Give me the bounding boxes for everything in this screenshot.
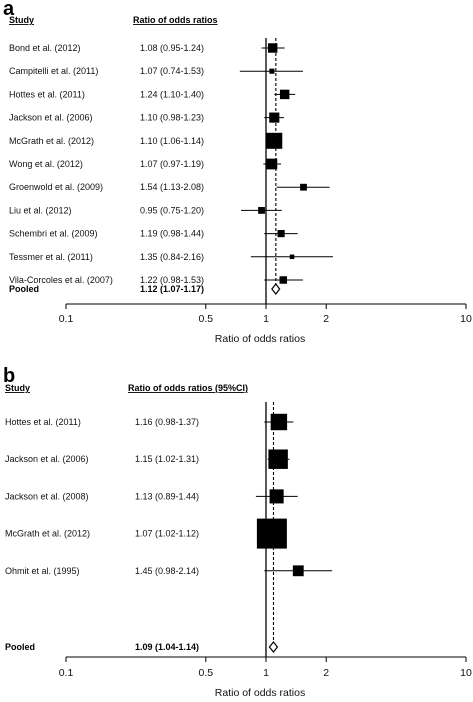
- study-weight-box: [289, 254, 295, 260]
- study-row: Hottes et al. (2011) 1.16 (0.98-1.37): [5, 413, 294, 431]
- x-tick-label: 1: [263, 667, 269, 679]
- study-estimate: 1.35 (0.84-2.16): [140, 252, 204, 262]
- study-estimate: 1.08 (0.95-1.24): [140, 43, 204, 53]
- study-name: Hottes et al. (2011): [9, 89, 85, 99]
- study-name: Liu et al. (2012): [9, 205, 72, 215]
- study-weight-box: [266, 132, 283, 149]
- study-estimate: 1.24 (1.10-1.40): [140, 89, 204, 99]
- study-estimate: 1.45 (0.98-2.14): [135, 566, 199, 576]
- study-row: Jackson et al. (2006) 1.10 (0.98-1.23): [9, 112, 284, 123]
- study-name: Ohmit et al. (1995): [5, 566, 80, 576]
- study-row: Groenwold et al. (2009) 1.54 (1.13-2.08): [9, 182, 330, 192]
- pooled-row: Pooled 1.09 (1.04-1.14): [5, 641, 279, 653]
- header-study: Study: [5, 383, 30, 393]
- study-weight-box: [279, 276, 288, 284]
- x-axis-label: Ratio of odds ratios: [215, 333, 305, 345]
- x-tick-label: 0.5: [198, 313, 213, 325]
- pooled-estimate: 1.09 (1.04-1.14): [135, 642, 199, 652]
- header-estimate: Ratio of odds ratios: [133, 15, 218, 25]
- study-name: Groenwold et al. (2009): [9, 182, 103, 192]
- study-estimate: 1.13 (0.89-1.44): [135, 491, 199, 501]
- study-row: Wong et al. (2012) 1.07 (0.97-1.19): [9, 158, 282, 170]
- study-weight-box: [268, 449, 288, 469]
- study-name: Campitelli et al. (2011): [9, 66, 98, 76]
- study-estimate: 1.15 (1.02-1.31): [135, 454, 199, 464]
- study-estimate: 1.19 (0.98-1.44): [140, 229, 204, 239]
- study-weight-box: [270, 413, 288, 431]
- header-estimate: Ratio of odds ratios (95%CI): [128, 383, 248, 393]
- study-weight-box: [256, 518, 287, 549]
- study-name: McGrath et al. (2012): [5, 529, 90, 539]
- study-weight-box: [279, 89, 290, 100]
- x-tick-label: 1: [263, 313, 269, 325]
- study-weight-box: [266, 158, 278, 170]
- study-row: McGrath et al. (2012) 1.10 (1.06-1.14): [9, 132, 283, 149]
- pooled-label: Pooled: [5, 642, 35, 652]
- header-study: Study: [9, 15, 34, 25]
- study-weight-box: [277, 230, 285, 238]
- study-row: Campitelli et al. (2011) 1.07 (0.74-1.53): [9, 66, 303, 76]
- study-row: Jackson et al. (2008) 1.13 (0.89-1.44): [5, 489, 298, 504]
- x-tick-label: 2: [323, 313, 329, 325]
- study-row: McGrath et al. (2012) 1.07 (1.02-1.12): [5, 518, 287, 549]
- study-name: Schembri et al. (2009): [9, 229, 98, 239]
- study-estimate: 1.16 (0.98-1.37): [135, 417, 199, 427]
- study-row: Ohmit et al. (1995) 1.45 (0.98-2.14): [5, 565, 333, 577]
- pooled-estimate: 1.12 (1.07-1.17): [140, 284, 204, 294]
- study-row: Schembri et al. (2009) 1.19 (0.98-1.44): [9, 229, 298, 239]
- panel-letter: b: [3, 365, 15, 387]
- x-tick-label: 0.1: [59, 313, 74, 325]
- study-name: Bond et al. (2012): [9, 43, 81, 53]
- panel-letter: a: [3, 0, 15, 20]
- x-axis-label: Ratio of odds ratios: [215, 687, 305, 699]
- study-estimate: 1.10 (1.06-1.14): [140, 136, 204, 146]
- pooled-diamond: [271, 283, 281, 295]
- study-estimate: 0.95 (0.75-1.20): [140, 205, 204, 215]
- study-weight-box: [292, 565, 304, 577]
- study-weight-box: [269, 112, 280, 123]
- study-estimate: 1.22 (0.98-1.53): [140, 275, 204, 285]
- study-row: Hottes et al. (2011) 1.24 (1.10-1.40): [9, 89, 296, 100]
- study-name: Jackson et al. (2006): [5, 454, 89, 464]
- study-name: Tessmer et al. (2011): [9, 252, 93, 262]
- study-name: Jackson et al. (2008): [5, 491, 89, 501]
- x-tick-label: 10: [460, 313, 472, 325]
- x-tick-label: 0.1: [59, 667, 74, 679]
- study-row: Vila-Corcoles et al. (2007) 1.22 (0.98-1.…: [9, 275, 303, 285]
- study-estimate: 1.07 (0.74-1.53): [140, 66, 204, 76]
- study-estimate: 1.54 (1.13-2.08): [140, 182, 204, 192]
- study-name: Jackson et al. (2006): [9, 113, 93, 123]
- study-row: Tessmer et al. (2011) 1.35 (0.84-2.16): [9, 252, 333, 262]
- study-name: McGrath et al. (2012): [9, 136, 94, 146]
- pooled-diamond: [268, 641, 279, 653]
- study-row: Liu et al. (2012) 0.95 (0.75-1.20): [9, 205, 282, 215]
- study-estimate: 1.10 (0.98-1.23): [140, 113, 204, 123]
- x-tick-label: 0.5: [198, 667, 213, 679]
- pooled-label: Pooled: [9, 284, 39, 294]
- study-weight-box: [269, 489, 284, 504]
- pooled-row: Pooled 1.12 (1.07-1.17): [9, 283, 281, 295]
- study-name: Wong et al. (2012): [9, 159, 83, 169]
- study-row: Bond et al. (2012) 1.08 (0.95-1.24): [9, 43, 285, 53]
- study-name: Hottes et al. (2011): [5, 417, 81, 427]
- study-weight-box: [300, 183, 307, 191]
- x-tick-label: 10: [460, 667, 472, 679]
- study-row: Jackson et al. (2006) 1.15 (1.02-1.31): [5, 449, 290, 469]
- study-weight-box: [258, 207, 265, 214]
- study-weight-box: [269, 68, 275, 74]
- study-estimate: 1.07 (1.02-1.12): [135, 529, 199, 539]
- study-name: Vila-Corcoles et al. (2007): [9, 275, 113, 285]
- x-tick-label: 2: [323, 667, 329, 679]
- study-weight-box: [267, 43, 278, 53]
- study-estimate: 1.07 (0.97-1.19): [140, 159, 204, 169]
